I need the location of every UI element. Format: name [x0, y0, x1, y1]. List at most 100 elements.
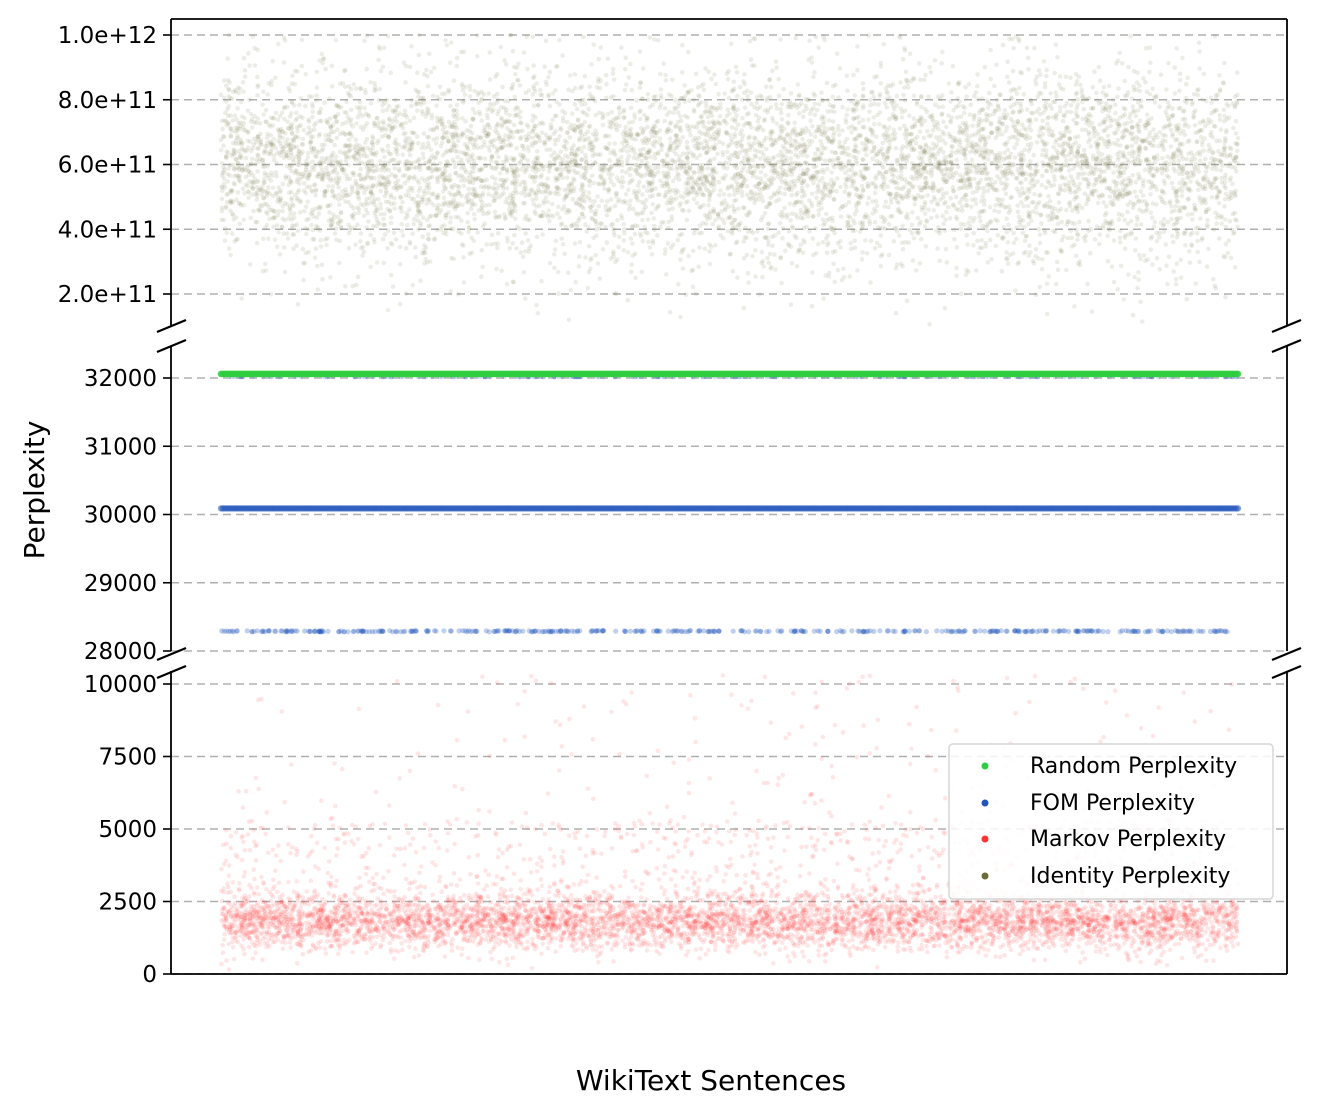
identity-point [727, 192, 732, 198]
identity-point [922, 211, 928, 216]
identity-point [562, 143, 567, 149]
identity-point [489, 155, 495, 160]
identity-point [772, 252, 777, 257]
identity-point [495, 245, 500, 250]
identity-point [1209, 185, 1215, 191]
identity-point [899, 210, 904, 215]
identity-point [1040, 173, 1045, 179]
identity-point [568, 287, 574, 293]
identity-point [1222, 60, 1227, 66]
identity-point [911, 93, 917, 99]
identity-point [304, 231, 309, 237]
identity-point [1111, 161, 1117, 166]
identity-point [346, 131, 352, 137]
identity-point [362, 38, 367, 43]
identity-point [329, 63, 335, 69]
identity-point [1135, 121, 1140, 127]
identity-point [768, 137, 773, 143]
identity-point [1111, 190, 1117, 196]
identity-point [897, 186, 902, 191]
identity-point [376, 120, 382, 125]
identity-point [871, 115, 876, 120]
identity-point [468, 123, 474, 129]
identity-point [679, 96, 685, 101]
identity-point [266, 172, 271, 178]
identity-point [739, 137, 745, 142]
identity-point [478, 274, 484, 280]
identity-point [456, 160, 462, 165]
identity-point [863, 238, 868, 243]
identity-point [963, 272, 969, 278]
identity-point [465, 151, 470, 157]
identity-point [535, 102, 541, 108]
identity-point [741, 155, 747, 160]
identity-point [1217, 117, 1223, 122]
identity-point [403, 112, 409, 118]
identity-point [716, 179, 722, 185]
identity-point [742, 235, 748, 240]
identity-point [1017, 109, 1022, 115]
identity-point [343, 120, 349, 125]
identity-point [658, 178, 663, 184]
identity-point [1207, 180, 1213, 185]
identity-point [979, 150, 985, 155]
identity-point [555, 211, 560, 216]
identity-point [581, 165, 587, 171]
identity-point [585, 285, 591, 291]
identity-point [832, 230, 837, 236]
identity-point [299, 63, 305, 69]
identity-point [380, 108, 386, 114]
identity-point [421, 131, 427, 136]
identity-point [937, 134, 943, 139]
identity-point [232, 182, 237, 187]
identity-point [833, 82, 838, 88]
identity-point [825, 233, 831, 238]
identity-point [1129, 96, 1135, 101]
identity-point [667, 136, 673, 141]
identity-point [934, 119, 940, 125]
identity-point [641, 184, 647, 189]
identity-point [1091, 182, 1097, 188]
identity-point [344, 154, 350, 160]
identity-point [820, 145, 826, 151]
identity-point [1002, 108, 1008, 113]
identity-point [407, 239, 413, 245]
identity-point [1222, 152, 1227, 158]
identity-point [718, 105, 723, 111]
identity-point [605, 111, 611, 117]
identity-point [956, 81, 961, 87]
identity-point [675, 237, 681, 243]
identity-point [479, 118, 485, 123]
identity-point [1044, 168, 1049, 173]
identity-point [772, 233, 778, 238]
identity-point [813, 151, 818, 156]
identity-point [1176, 158, 1181, 163]
identity-point [753, 237, 759, 242]
identity-point [539, 120, 544, 125]
identity-point [1143, 208, 1149, 214]
identity-point [333, 226, 339, 231]
identity-point [906, 240, 912, 245]
identity-point [1176, 127, 1181, 132]
identity-point [478, 197, 484, 203]
identity-point [1223, 217, 1228, 222]
identity-point [826, 182, 832, 187]
identity-point [1138, 299, 1143, 305]
identity-point [794, 192, 799, 198]
identity-point [638, 163, 643, 169]
identity-point [958, 226, 963, 232]
identity-point [231, 217, 236, 222]
identity-point [422, 191, 428, 196]
identity-point [765, 226, 771, 232]
identity-point [1066, 163, 1071, 168]
identity-point [1219, 221, 1224, 226]
identity-point [1172, 65, 1178, 70]
identity-point [941, 119, 946, 124]
identity-point [469, 206, 474, 212]
identity-point [550, 117, 555, 123]
identity-point [711, 177, 716, 182]
identity-point [415, 134, 420, 139]
identity-point [455, 154, 460, 160]
identity-point [1127, 191, 1133, 196]
identity-point [1037, 284, 1042, 290]
